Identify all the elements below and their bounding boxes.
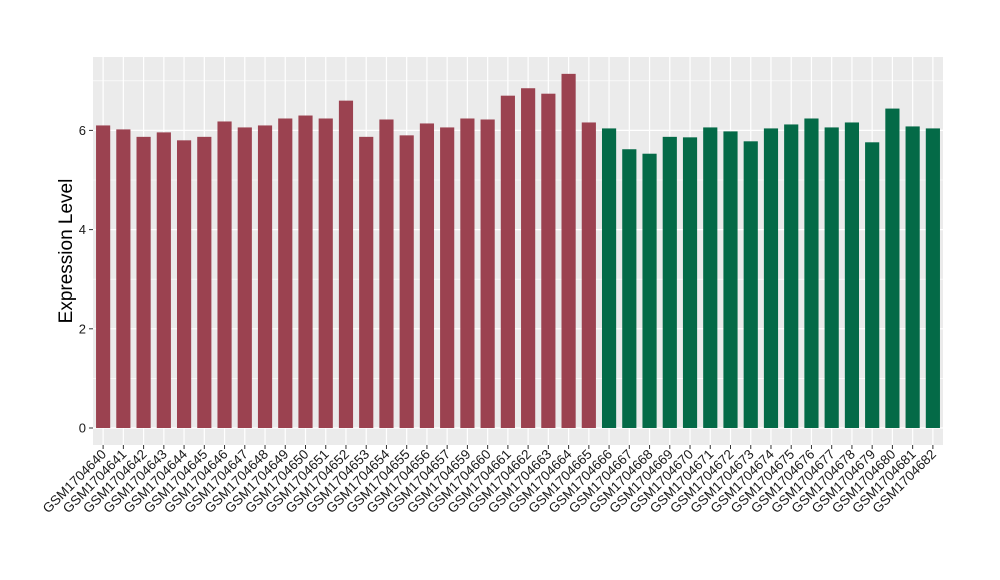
y-tick-label: 4 xyxy=(79,222,86,237)
bar-GSM1704680 xyxy=(885,108,900,429)
bar-GSM1704653 xyxy=(359,136,374,428)
bar-GSM1704651 xyxy=(318,118,333,428)
bar-GSM1704676 xyxy=(804,118,819,428)
bar-GSM1704650 xyxy=(298,115,313,429)
bar-GSM1704655 xyxy=(399,135,414,429)
bar-GSM1704674 xyxy=(763,128,779,428)
bar-GSM1704668 xyxy=(642,153,657,428)
bar-GSM1704671 xyxy=(703,127,718,428)
bar-GSM1704654 xyxy=(379,119,394,428)
bar-GSM1704647 xyxy=(237,127,252,428)
bar-GSM1704662 xyxy=(521,88,536,429)
bar-GSM1704660 xyxy=(480,119,495,428)
bar-GSM1704646 xyxy=(217,121,232,429)
bar-GSM1704644 xyxy=(176,140,192,428)
bar-GSM1704645 xyxy=(197,136,212,428)
bar-GSM1704656 xyxy=(419,123,435,429)
bar-GSM1704672 xyxy=(723,131,738,428)
bar-GSM1704648 xyxy=(257,125,273,428)
y-axis: 0 2 4 6 xyxy=(79,123,93,436)
bar-GSM1704652 xyxy=(338,100,354,428)
bar-GSM1704664 xyxy=(561,73,576,428)
bar-GSM1704682 xyxy=(925,128,940,428)
bar-GSM1704670 xyxy=(682,137,698,428)
y-tick-label: 2 xyxy=(79,321,86,336)
y-tick-label: 6 xyxy=(79,123,86,138)
bar-GSM1704678 xyxy=(844,122,860,429)
bar-GSM1704673 xyxy=(743,141,758,428)
bar-GSM1704665 xyxy=(581,122,596,429)
plot-background xyxy=(93,57,943,445)
bar-GSM1704667 xyxy=(622,149,637,429)
bar-GSM1704663 xyxy=(541,93,556,429)
bar-GSM1704666 xyxy=(601,128,617,428)
bar-GSM1704640 xyxy=(96,125,111,428)
bar-GSM1704641 xyxy=(116,129,131,428)
bar-GSM1704677 xyxy=(824,127,839,428)
y-tick-label: 0 xyxy=(79,421,86,436)
bar-GSM1704643 xyxy=(156,132,171,428)
x-axis: GSM1704640GSM1704641GSM1704642GSM1704643… xyxy=(40,445,939,516)
bar-GSM1704675 xyxy=(784,124,799,428)
y-axis-title: Expression Level xyxy=(56,179,77,324)
bar-GSM1704649 xyxy=(278,118,293,428)
bar-GSM1704669 xyxy=(662,136,677,428)
bar-GSM1704681 xyxy=(905,126,920,428)
bars xyxy=(96,73,940,429)
bar-GSM1704679 xyxy=(865,142,880,428)
bar-GSM1704642 xyxy=(136,136,151,428)
bar-GSM1704661 xyxy=(500,95,515,429)
bar-GSM1704659 xyxy=(460,118,475,428)
bar-GSM1704657 xyxy=(440,127,455,428)
